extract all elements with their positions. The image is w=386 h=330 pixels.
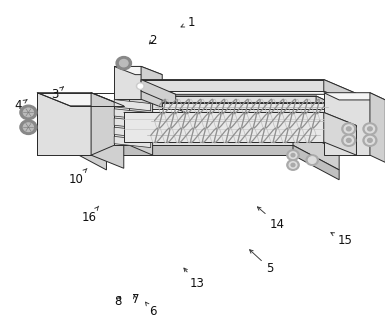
Circle shape — [291, 153, 295, 157]
Circle shape — [138, 84, 142, 88]
Text: 10: 10 — [68, 169, 87, 186]
Circle shape — [365, 125, 374, 133]
Polygon shape — [324, 93, 370, 155]
Polygon shape — [60, 145, 293, 155]
Circle shape — [287, 150, 299, 160]
Polygon shape — [60, 126, 293, 145]
Polygon shape — [60, 126, 107, 170]
Polygon shape — [141, 66, 162, 108]
Polygon shape — [324, 113, 356, 155]
Circle shape — [289, 152, 297, 158]
Circle shape — [344, 136, 353, 144]
Polygon shape — [37, 93, 124, 106]
Circle shape — [116, 56, 132, 70]
Text: 8: 8 — [114, 295, 122, 308]
Circle shape — [24, 108, 33, 117]
Text: 6: 6 — [146, 302, 156, 318]
Circle shape — [20, 105, 37, 120]
Circle shape — [365, 136, 374, 144]
Polygon shape — [162, 103, 354, 116]
Polygon shape — [37, 93, 91, 155]
Polygon shape — [114, 127, 151, 138]
Circle shape — [289, 162, 297, 168]
Circle shape — [363, 123, 377, 135]
Circle shape — [367, 127, 372, 131]
Circle shape — [342, 134, 356, 146]
Circle shape — [120, 59, 128, 67]
Polygon shape — [114, 116, 354, 134]
Circle shape — [306, 155, 318, 165]
Polygon shape — [316, 96, 354, 127]
Text: 1: 1 — [181, 16, 195, 29]
Text: 2: 2 — [149, 34, 156, 47]
Polygon shape — [324, 93, 385, 100]
Polygon shape — [91, 93, 124, 168]
Circle shape — [287, 160, 299, 170]
Circle shape — [137, 83, 144, 89]
Polygon shape — [114, 93, 152, 103]
Circle shape — [367, 138, 372, 142]
Text: 13: 13 — [184, 268, 204, 290]
Circle shape — [344, 125, 353, 133]
Polygon shape — [285, 114, 328, 145]
Polygon shape — [141, 80, 324, 91]
Polygon shape — [114, 93, 130, 145]
Polygon shape — [141, 80, 358, 94]
Polygon shape — [114, 66, 141, 99]
Polygon shape — [293, 126, 339, 170]
Polygon shape — [114, 66, 162, 75]
Circle shape — [342, 123, 356, 135]
Circle shape — [347, 138, 351, 142]
Polygon shape — [114, 96, 316, 109]
Circle shape — [363, 134, 377, 146]
Polygon shape — [114, 96, 354, 114]
Circle shape — [24, 123, 33, 131]
Polygon shape — [324, 80, 358, 106]
Text: 14: 14 — [257, 207, 285, 231]
Polygon shape — [316, 116, 354, 142]
Polygon shape — [114, 136, 151, 148]
Polygon shape — [370, 93, 385, 162]
Polygon shape — [114, 109, 151, 120]
Circle shape — [291, 163, 295, 167]
Polygon shape — [162, 103, 324, 109]
Text: 16: 16 — [82, 206, 99, 224]
Polygon shape — [114, 100, 151, 111]
Polygon shape — [76, 114, 285, 124]
Polygon shape — [124, 113, 356, 126]
Polygon shape — [141, 80, 176, 106]
Polygon shape — [76, 114, 328, 135]
Text: 5: 5 — [250, 250, 274, 275]
Text: 4: 4 — [14, 99, 27, 112]
Polygon shape — [114, 116, 316, 124]
Polygon shape — [60, 126, 339, 150]
Polygon shape — [114, 118, 151, 129]
Polygon shape — [293, 145, 339, 180]
Polygon shape — [124, 113, 324, 142]
Circle shape — [347, 127, 351, 131]
Text: 15: 15 — [331, 233, 352, 247]
Polygon shape — [76, 114, 118, 145]
Text: 3: 3 — [51, 87, 63, 101]
Polygon shape — [130, 93, 152, 155]
Circle shape — [308, 157, 316, 163]
Text: 7: 7 — [132, 293, 139, 306]
Circle shape — [20, 120, 37, 134]
